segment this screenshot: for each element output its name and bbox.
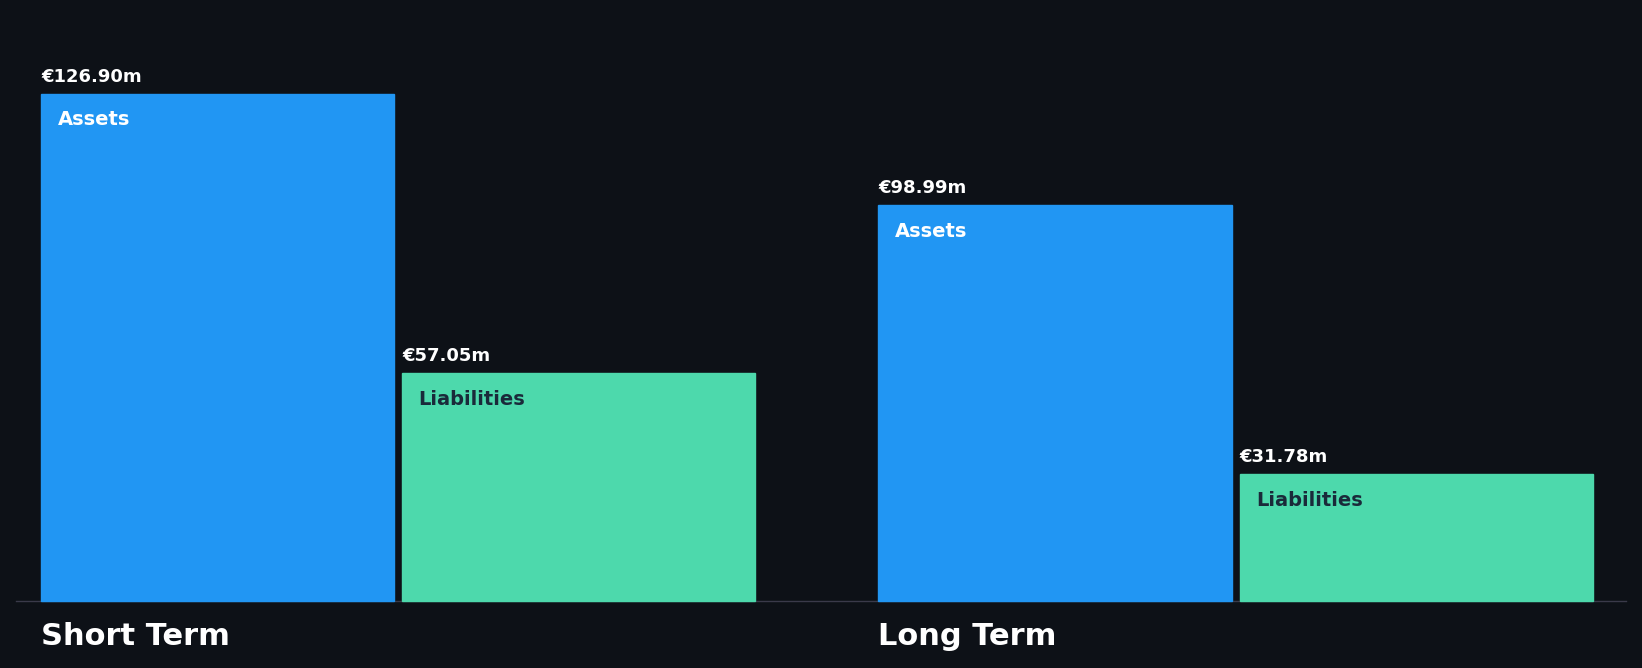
Bar	[878, 205, 1232, 601]
Bar	[1240, 474, 1593, 601]
Text: Liabilities: Liabilities	[419, 389, 525, 409]
Text: Assets: Assets	[57, 110, 130, 129]
Text: €126.90m: €126.90m	[41, 67, 141, 86]
Text: Long Term: Long Term	[878, 623, 1057, 651]
Text: Liabilities: Liabilities	[1256, 491, 1363, 510]
Bar	[402, 373, 755, 601]
Text: €57.05m: €57.05m	[402, 347, 491, 365]
Text: €31.78m: €31.78m	[1240, 448, 1328, 466]
Bar	[41, 94, 394, 601]
Text: Short Term: Short Term	[41, 623, 230, 651]
Text: Assets: Assets	[895, 222, 967, 241]
Text: €98.99m: €98.99m	[878, 179, 967, 197]
